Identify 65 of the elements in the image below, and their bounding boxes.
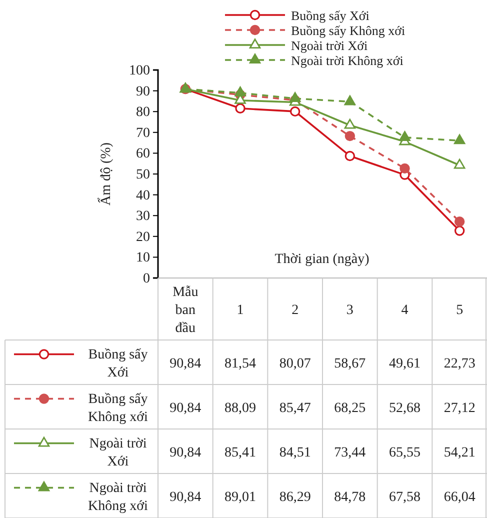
legend-label: Ngoài trời Xới <box>291 38 368 53</box>
data-label: 73,44 <box>334 445 366 460</box>
point <box>454 216 465 227</box>
y-tick-label: 80 <box>136 105 150 120</box>
point <box>454 226 465 236</box>
x-tick-label: 1 <box>236 303 244 318</box>
y-tick-label: 20 <box>136 230 150 245</box>
x-axis-title: Thời gian (ngày) <box>274 252 370 267</box>
data-label: 80,07 <box>279 356 311 372</box>
data-label: 90,84 <box>170 445 202 460</box>
text: Buồng sấy Không xới <box>88 392 148 425</box>
text: Ngoài trời Không xới <box>88 480 148 514</box>
x-tick-label: Mẫu ban đầu <box>172 285 198 336</box>
data-label: 58,67 <box>334 356 366 372</box>
y-tick-label: 10 <box>136 250 150 266</box>
y-tick-label: 70 <box>136 126 150 141</box>
y-axis-title: Ẩm độ (%) <box>97 142 114 206</box>
data-label: 90,84 <box>170 490 202 505</box>
data-label: 68,25 <box>334 400 366 416</box>
data-label: 88,09 <box>224 400 256 416</box>
y-tick-label: 40 <box>136 188 150 204</box>
point <box>344 118 356 129</box>
x-tick-label: 4 <box>401 303 408 318</box>
data-label: 27,12 <box>444 400 476 416</box>
legend-label: Ngoài trời Không xới <box>291 53 404 68</box>
point <box>289 92 301 102</box>
legend-label: Buồng sấy Không xới <box>291 23 406 38</box>
data-label: 89,01 <box>224 490 256 505</box>
y-tick-label: 60 <box>136 146 150 162</box>
y-tick-label: 100 <box>129 63 150 78</box>
y-tick-label: 50 <box>136 167 150 182</box>
data-label: 66,04 <box>444 490 476 505</box>
data-label: 81,54 <box>224 356 256 372</box>
data-label: 90,84 <box>170 400 202 416</box>
y-tick-label: 90 <box>136 84 150 100</box>
data-label: 90,84 <box>170 356 202 372</box>
data-label: 84,78 <box>334 490 366 505</box>
y-tick-label: 30 <box>136 209 150 224</box>
point <box>454 158 466 169</box>
point <box>290 106 300 117</box>
data-label: 86,29 <box>279 490 311 505</box>
point <box>399 131 410 141</box>
point <box>344 150 356 162</box>
data-label: 54,21 <box>444 445 476 460</box>
x-tick-label: 2 <box>292 303 299 318</box>
data-label: 49,61 <box>389 356 420 372</box>
x-tick-label: 5 <box>456 303 464 318</box>
data-label: 85,47 <box>279 400 311 416</box>
text: Buồng sấy Xới <box>88 347 148 380</box>
point <box>400 163 410 174</box>
legend-label: Buồng sấy Xới <box>291 8 370 23</box>
point <box>235 103 246 114</box>
data-label: 22,73 <box>444 356 476 372</box>
point <box>344 130 356 142</box>
data-label: 84,51 <box>279 445 311 460</box>
data-label: 65,55 <box>389 445 420 460</box>
data-label: 52,68 <box>389 400 420 416</box>
x-tick-label: 3 <box>346 303 354 318</box>
point <box>344 95 356 106</box>
text: Ngoài trời Xới <box>89 436 147 470</box>
y-tick-label: 0 <box>143 271 150 286</box>
data-label: 85,41 <box>224 445 256 460</box>
point <box>454 134 466 144</box>
data-label: 67,58 <box>389 490 420 505</box>
point <box>234 86 246 96</box>
